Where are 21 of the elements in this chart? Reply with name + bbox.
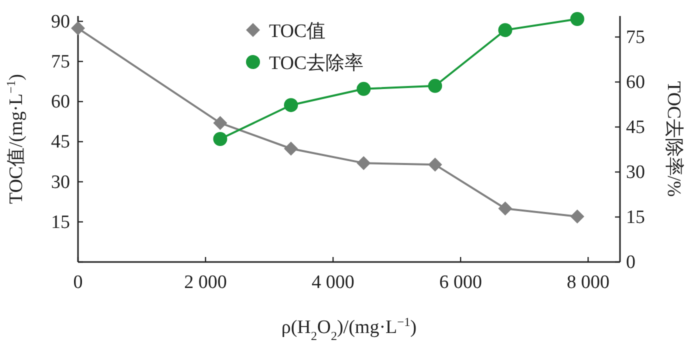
ytick: 75: [51, 51, 70, 72]
ytick: 60: [51, 92, 70, 113]
xtick: 2 000: [184, 272, 227, 293]
legend-label: TOC去除率: [269, 53, 364, 74]
ytick: 30: [51, 172, 70, 193]
y2tick: 60: [626, 72, 645, 93]
y2tick: 45: [626, 117, 645, 138]
ytick: 45: [51, 132, 70, 153]
xlabel: ρ(H$_{2}$O$_{2}$)/(mg·L$^{−1}$): [281, 315, 417, 343]
xtick: 0: [73, 272, 83, 293]
xtick: 4 000: [312, 272, 354, 293]
ytick: 15: [51, 212, 70, 233]
y2label: TOC去除率/%: [663, 81, 684, 197]
xtick: 6 000: [439, 272, 482, 293]
y2tick: 15: [626, 207, 645, 228]
y2tick: 0: [626, 252, 636, 273]
legend-label: TOC值: [269, 21, 326, 42]
xtick: 8 000: [566, 272, 610, 293]
y2tick: 30: [626, 162, 645, 183]
ytick: 90: [51, 11, 70, 32]
y2tick: 75: [626, 27, 645, 48]
